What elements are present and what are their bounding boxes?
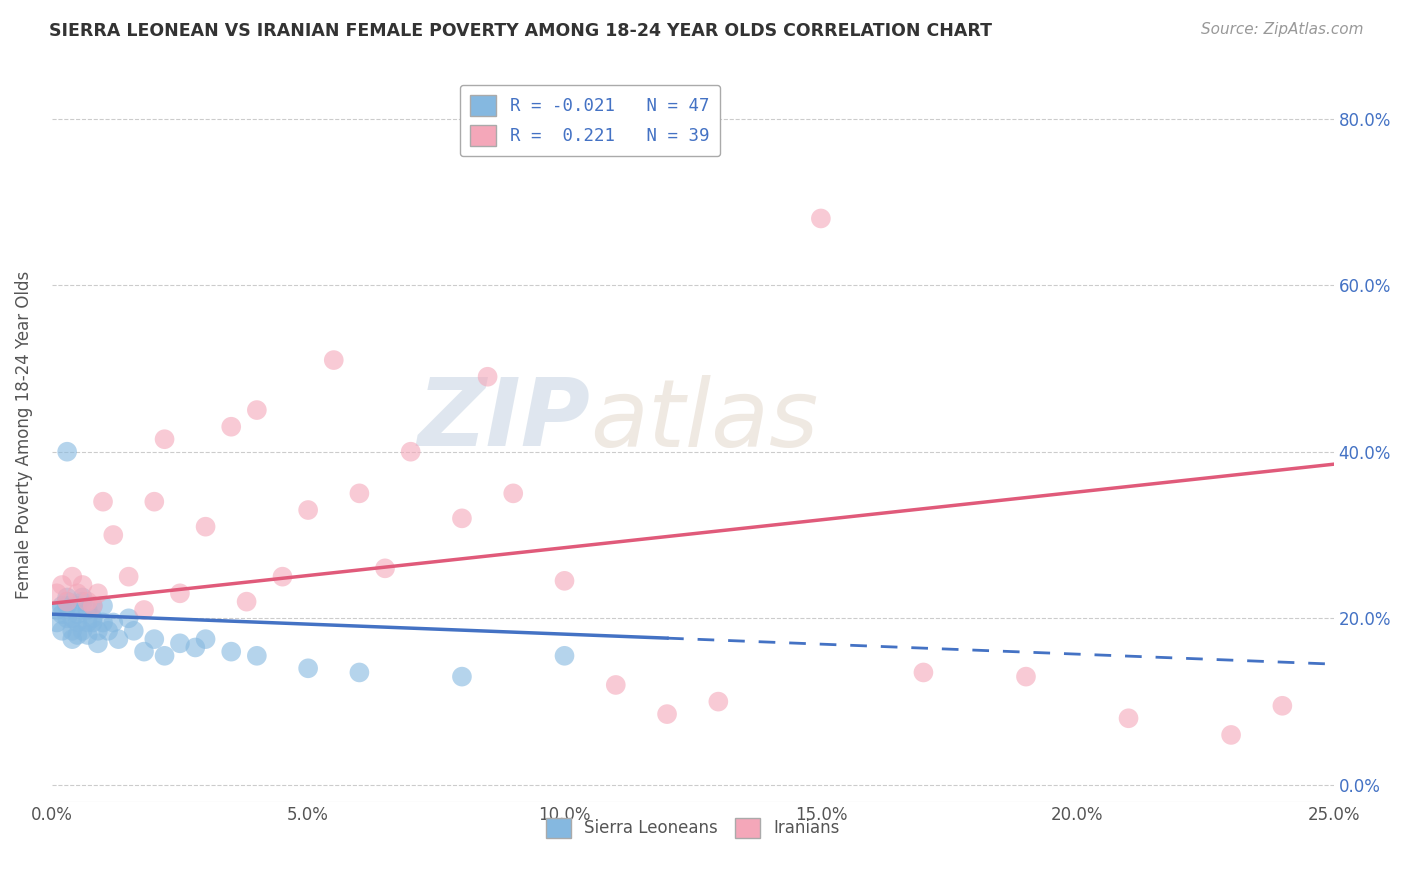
Point [1220, 728, 1243, 742]
Point [246, 648, 269, 663]
Legend: Sierra Leoneans, Iranians: Sierra Leoneans, Iranians [540, 811, 846, 845]
Point [451, 670, 474, 684]
Point [56, 591, 79, 605]
Point [349, 486, 371, 500]
Point [66, 607, 89, 622]
Point [132, 603, 155, 617]
Point [322, 353, 344, 368]
Point [707, 695, 730, 709]
Point [169, 636, 191, 650]
Point [66, 586, 89, 600]
Text: Source: ZipAtlas.com: Source: ZipAtlas.com [1201, 22, 1364, 37]
Point [502, 486, 524, 500]
Point [82, 611, 104, 625]
Point [51, 578, 73, 592]
Point [76, 615, 98, 630]
Text: ZIP: ZIP [418, 375, 591, 467]
Point [51, 599, 73, 613]
Point [1271, 698, 1294, 713]
Point [66, 628, 89, 642]
Point [51, 607, 73, 622]
Point [451, 511, 474, 525]
Point [72, 578, 94, 592]
Point [194, 519, 217, 533]
Point [82, 615, 104, 630]
Point [553, 574, 575, 588]
Point [72, 624, 94, 638]
Point [194, 632, 217, 647]
Point [143, 632, 166, 647]
Point [553, 648, 575, 663]
Point [60, 569, 83, 583]
Point [87, 586, 110, 600]
Point [107, 632, 129, 647]
Point [219, 419, 242, 434]
Point [51, 624, 73, 638]
Point [91, 494, 114, 508]
Point [97, 624, 120, 638]
Point [56, 594, 79, 608]
Point [374, 561, 396, 575]
Point [143, 494, 166, 508]
Point [477, 369, 499, 384]
Point [399, 444, 422, 458]
Text: atlas: atlas [591, 375, 818, 466]
Point [56, 594, 79, 608]
Point [605, 678, 627, 692]
Point [72, 591, 94, 605]
Point [153, 432, 176, 446]
Point [56, 444, 79, 458]
Point [219, 645, 242, 659]
Point [349, 665, 371, 680]
Point [132, 645, 155, 659]
Point [91, 615, 114, 630]
Point [655, 707, 678, 722]
Point [66, 615, 89, 630]
Point [60, 624, 83, 638]
Point [810, 211, 832, 226]
Point [45, 615, 67, 630]
Point [1015, 670, 1038, 684]
Point [103, 615, 125, 630]
Point [45, 603, 67, 617]
Point [118, 611, 141, 625]
Point [56, 611, 79, 625]
Point [76, 603, 98, 617]
Point [60, 611, 83, 625]
Point [91, 599, 114, 613]
Point [76, 594, 98, 608]
Point [184, 640, 207, 655]
Point [60, 632, 83, 647]
Point [66, 599, 89, 613]
Point [1118, 711, 1140, 725]
Point [72, 594, 94, 608]
Point [76, 628, 98, 642]
Point [169, 586, 191, 600]
Point [45, 586, 67, 600]
Point [153, 648, 176, 663]
Point [235, 594, 257, 608]
Point [912, 665, 935, 680]
Point [122, 624, 145, 638]
Point [82, 599, 104, 613]
Point [103, 528, 125, 542]
Point [297, 503, 319, 517]
Text: SIERRA LEONEAN VS IRANIAN FEMALE POVERTY AMONG 18-24 YEAR OLDS CORRELATION CHART: SIERRA LEONEAN VS IRANIAN FEMALE POVERTY… [49, 22, 993, 40]
Point [271, 569, 294, 583]
Point [246, 403, 269, 417]
Point [87, 636, 110, 650]
Point [297, 661, 319, 675]
Point [118, 569, 141, 583]
Point [56, 599, 79, 613]
Point [87, 624, 110, 638]
Point [82, 599, 104, 613]
Y-axis label: Female Poverty Among 18-24 Year Olds: Female Poverty Among 18-24 Year Olds [15, 271, 32, 599]
